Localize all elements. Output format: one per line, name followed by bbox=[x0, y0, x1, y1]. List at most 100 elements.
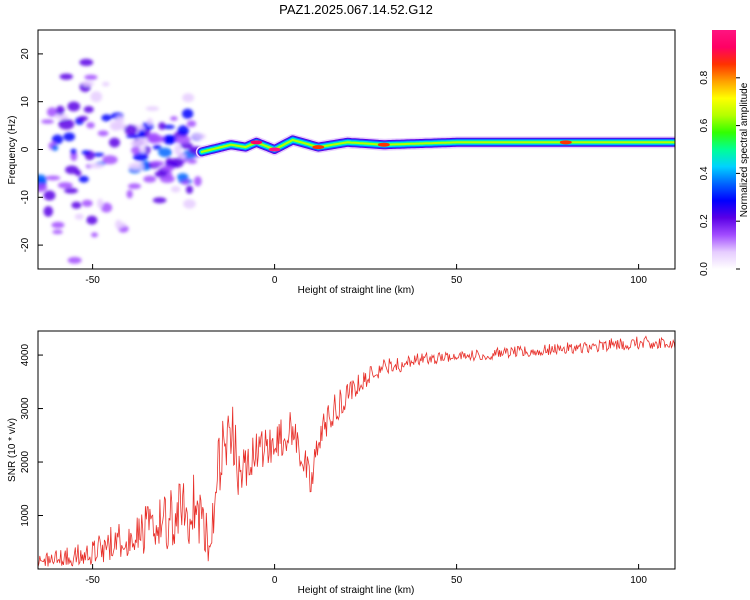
spectrogram-energy-blob bbox=[179, 153, 187, 159]
spectrogram-energy-blob bbox=[187, 159, 198, 164]
spectrogram-energy-blob bbox=[97, 198, 104, 209]
spectrogram-energy-blob bbox=[38, 174, 48, 185]
spectrogram-energy-blob bbox=[67, 256, 82, 264]
colorbar-scale bbox=[712, 30, 736, 269]
colorbar-ticks: 0.0 0.2 0.4 0.6 0.8 bbox=[699, 70, 740, 276]
spectrogram-energy-blob bbox=[163, 134, 177, 145]
spectrogram-energy-blob bbox=[143, 175, 157, 183]
spectrogram-energy-blob bbox=[71, 201, 82, 209]
colorbar: 0.0 0.2 0.4 0.6 0.8 Normalized spectral ampl… bbox=[699, 30, 750, 276]
spectrogram-energy-blob bbox=[65, 165, 79, 175]
snr-x-tick-label: -50 bbox=[85, 575, 100, 586]
spectrogram-energy-blob bbox=[67, 101, 81, 112]
snr-y-tick-label: 4000 bbox=[20, 344, 31, 367]
snr-y-tick-label: 1000 bbox=[20, 504, 31, 527]
spectrogram-energy-blob bbox=[45, 175, 61, 181]
spectrogram-energy-blob bbox=[119, 222, 127, 228]
spectrogram-x-ticks: -50 0 50 100 bbox=[85, 264, 647, 286]
spectrogram-peak bbox=[250, 140, 263, 145]
spectrogram-energy-blob bbox=[58, 118, 75, 130]
spectrogram-y-tick-label: -20 bbox=[20, 237, 31, 252]
spectrogram-energy-blob bbox=[82, 81, 95, 87]
spectrogram-energy-blob bbox=[144, 145, 151, 155]
spectrogram-peak bbox=[377, 142, 390, 147]
snr-series-line bbox=[38, 335, 675, 568]
spectrogram-energy-blob bbox=[101, 114, 112, 122]
spectrogram-y-tick-label: -10 bbox=[20, 190, 31, 205]
spectrogram-y-tick-label: 10 bbox=[20, 96, 31, 108]
spectrogram-energy-blob bbox=[43, 206, 54, 217]
spectrogram-energy-blob bbox=[154, 170, 167, 178]
spectrogram-energy-blob bbox=[57, 182, 73, 189]
spectrogram-energy-blob bbox=[59, 73, 73, 80]
spectrogram-energy-blob bbox=[51, 221, 65, 229]
snr-y-tick-label: 2000 bbox=[20, 450, 31, 473]
spectrogram-energy-blob bbox=[182, 93, 195, 103]
spectrogram-energy-blob bbox=[131, 146, 140, 155]
spectrogram-energy-blob bbox=[177, 125, 189, 136]
spectrogram-energy-blob bbox=[100, 202, 113, 213]
spectrogram-energy-blob bbox=[90, 91, 103, 103]
spectrogram-x-axis-label: Height of straight line (km) bbox=[298, 285, 415, 296]
spectrogram-panel: -50 0 50 100 -20 -10 0 10 20 Height of straight… bbox=[7, 29, 676, 296]
spectrogram-energy-blob bbox=[115, 115, 125, 124]
spectrogram-x-tick-label: 100 bbox=[630, 275, 647, 286]
spectrogram-energy-blob bbox=[51, 134, 64, 145]
spectrogram-energy-blob bbox=[126, 189, 133, 199]
colorbar-tick-label: 0.6 bbox=[699, 118, 710, 132]
spectrogram-energy-blob bbox=[142, 161, 151, 169]
spectrogram-peak bbox=[312, 145, 325, 150]
spectrogram-energy-blob bbox=[63, 132, 76, 142]
spectrogram-energy-blob bbox=[54, 113, 69, 120]
spectrogram-energy-blob bbox=[163, 124, 175, 130]
spectrogram-energy-blob bbox=[89, 162, 105, 169]
spectrogram-energy-blob bbox=[81, 150, 91, 155]
snr-x-tick-label: 50 bbox=[451, 575, 463, 586]
colorbar-tick-label: 0.0 bbox=[699, 262, 710, 276]
spectrogram-energy-blob bbox=[158, 147, 173, 158]
spectrogram-energy-blob bbox=[115, 219, 123, 230]
spectrogram-energy-blob bbox=[145, 106, 160, 111]
spectrogram-energy-blob bbox=[93, 152, 105, 157]
spectrogram-energy-blob bbox=[183, 199, 196, 209]
spectrogram-energy-blob bbox=[181, 108, 194, 119]
spectrogram-energy-blob bbox=[64, 187, 79, 194]
spectrogram-energy-blob bbox=[79, 58, 94, 67]
spectrogram-energy-blob bbox=[51, 144, 59, 151]
spectrogram-energy bbox=[38, 58, 206, 264]
spectrogram-energy-blob bbox=[126, 133, 142, 139]
spectrogram-y-ticks: -20 -10 0 10 20 bbox=[20, 48, 43, 252]
spectrogram-energy-blob bbox=[108, 137, 121, 148]
spectrogram-energy-blob bbox=[43, 190, 56, 201]
spectrogram-energy-blob bbox=[86, 122, 95, 129]
spectrogram-energy-blob bbox=[74, 213, 84, 220]
spectrogram-energy-blob bbox=[130, 140, 140, 147]
spectrogram-energy-blob bbox=[52, 229, 63, 235]
spectrogram-energy-blob bbox=[177, 173, 189, 182]
snr-x-tick-label: 0 bbox=[272, 575, 278, 586]
spectrogram-energy-blob bbox=[136, 138, 149, 147]
figure-title: PAZ1.2025.067.14.52.G12 bbox=[279, 2, 433, 17]
colorbar-tick-label: 0.2 bbox=[699, 214, 710, 228]
spectrogram-energy-blob bbox=[170, 186, 181, 193]
spectrogram-energy-blob bbox=[97, 130, 109, 137]
spectrogram-energy-blob bbox=[146, 118, 153, 126]
spectrogram-ridge-band bbox=[200, 138, 675, 153]
spectrogram-energy-blob bbox=[46, 107, 58, 117]
spectrogram-energy-blob bbox=[124, 124, 138, 135]
spectrogram-y-tick-label: 0 bbox=[20, 146, 31, 152]
spectrogram-energy-blob bbox=[81, 199, 93, 207]
snr-background bbox=[38, 331, 675, 569]
snr-panel: -50 0 50 100 1000 2000 3000 4000 Height of str… bbox=[7, 330, 676, 596]
spectrogram-energy-blob bbox=[78, 115, 89, 121]
spectrogram-y-tick-label: 20 bbox=[20, 48, 31, 60]
spectrogram-x-tick-label: -50 bbox=[85, 275, 100, 286]
spectrogram-energy-blob bbox=[83, 105, 94, 113]
snr-y-axis-label: SNR (10 * v/v) bbox=[7, 418, 18, 482]
spectrogram-energy-blob bbox=[56, 105, 65, 116]
spectrogram-energy-blob bbox=[38, 183, 48, 193]
spectrogram-x-tick-label: 50 bbox=[451, 275, 463, 286]
spectrogram-peak bbox=[559, 140, 572, 145]
spectrogram-energy-blob bbox=[133, 152, 149, 162]
